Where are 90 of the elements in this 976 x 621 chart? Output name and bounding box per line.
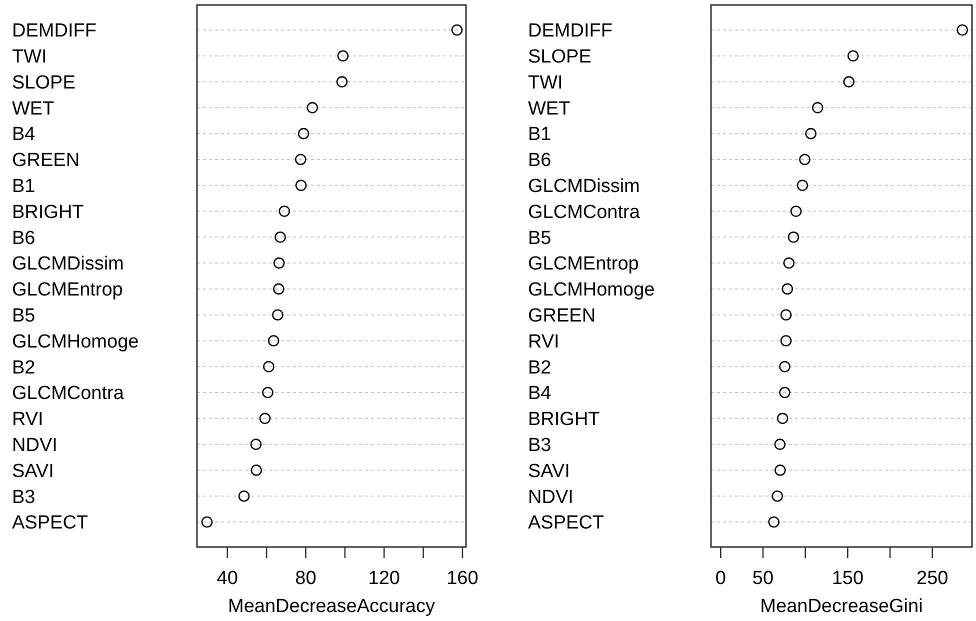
- y-tick-label: NDVI: [528, 486, 574, 508]
- y-tick-label: WET: [528, 98, 571, 120]
- x-axis-title: MeanDecreaseAccuracy: [228, 596, 436, 617]
- y-tick-label: RVI: [12, 409, 44, 430]
- point: [278, 206, 290, 217]
- point: [799, 154, 810, 166]
- y-tick-label: B1: [528, 124, 552, 146]
- y-tick-label: GLCMHomoge: [12, 331, 139, 352]
- y-tick-label: GREEN: [12, 150, 80, 172]
- point: [782, 283, 794, 295]
- y-tick-label: TWI: [12, 46, 47, 68]
- point: [336, 76, 348, 88]
- y-tick-label: SAVI: [12, 460, 54, 482]
- point: [273, 283, 284, 295]
- x-tick-label: 40: [216, 568, 238, 589]
- point: [776, 412, 788, 424]
- point: [783, 257, 795, 269]
- point: [956, 24, 968, 36]
- y-tick-label: NDVI: [12, 434, 58, 456]
- point: [780, 335, 792, 346]
- y-tick-label: B5: [12, 305, 36, 326]
- y-tick-label: SLOPE: [12, 72, 76, 94]
- point: [294, 154, 306, 166]
- y-tick-label: B3: [528, 434, 552, 456]
- y-tick-label: B3: [12, 486, 36, 508]
- point: [272, 309, 284, 320]
- y-tick-label: DEMDIFF: [528, 20, 612, 42]
- x-tick-label: 50: [752, 568, 774, 589]
- x-tick-label: 0: [715, 568, 726, 589]
- y-tick-label: B2: [12, 357, 36, 378]
- point: [812, 102, 824, 114]
- point: [298, 128, 310, 140]
- x-tick-label: 80: [295, 568, 316, 589]
- y-tick-label: B6: [528, 150, 552, 172]
- y-tick-label: ASPECT: [12, 512, 88, 534]
- y-tick-label: BRIGHT: [12, 202, 84, 223]
- y-tick-label: SAVI: [528, 460, 570, 482]
- x-axis-title: MeanDecreaseGini: [760, 596, 923, 617]
- point: [451, 24, 463, 36]
- y-tick-label: TWI: [528, 72, 563, 94]
- point: [843, 76, 855, 88]
- point: [805, 128, 816, 140]
- point: [250, 438, 262, 450]
- y-tick-label: GREEN: [528, 305, 596, 326]
- y-tick-label: BRIGHT: [528, 409, 600, 430]
- y-tick-label: B5: [528, 228, 552, 249]
- point: [263, 360, 274, 372]
- y-tick-label: GLCMEntrop: [12, 280, 123, 301]
- point: [250, 464, 262, 476]
- x-tick-label: 150: [832, 568, 864, 589]
- point: [779, 386, 790, 398]
- point: [774, 438, 786, 450]
- y-tick-label: ASPECT: [528, 512, 604, 534]
- x-tick-label: 250: [916, 568, 948, 589]
- y-tick-label: B4: [528, 383, 552, 404]
- point: [262, 386, 274, 398]
- point: [790, 206, 802, 217]
- point: [273, 257, 285, 269]
- y-tick-label: WET: [12, 98, 55, 120]
- y-tick-label: GLCMEntrop: [528, 254, 639, 275]
- point: [274, 232, 286, 243]
- point: [774, 464, 786, 476]
- y-tick-label: B4: [12, 124, 36, 146]
- point: [768, 516, 780, 528]
- y-tick-label: GLCMContra: [528, 202, 640, 223]
- y-tick-label: GLCMDissim: [12, 254, 124, 275]
- point: [295, 180, 307, 192]
- x-tick-label: 120: [368, 568, 400, 589]
- y-tick-label: SLOPE: [528, 46, 592, 68]
- point: [780, 309, 792, 320]
- y-tick-label: B2: [528, 357, 552, 378]
- y-tick-label: GLCMDissim: [528, 176, 640, 198]
- y-tick-label: B1: [12, 176, 36, 198]
- point: [796, 180, 808, 192]
- point: [306, 102, 318, 114]
- y-tick-label: RVI: [528, 331, 560, 352]
- y-tick-label: GLCMContra: [12, 383, 124, 404]
- point: [201, 516, 213, 528]
- y-tick-label: B6: [12, 228, 36, 249]
- point: [788, 232, 800, 243]
- point: [772, 490, 783, 502]
- x-tick-label: 160: [446, 568, 478, 589]
- y-tick-label: DEMDIFF: [12, 20, 96, 42]
- point: [259, 412, 271, 424]
- point: [779, 360, 790, 372]
- point: [337, 50, 349, 62]
- point: [238, 490, 250, 502]
- point: [847, 50, 859, 62]
- y-tick-label: GLCMHomoge: [528, 280, 655, 301]
- point: [268, 335, 280, 346]
